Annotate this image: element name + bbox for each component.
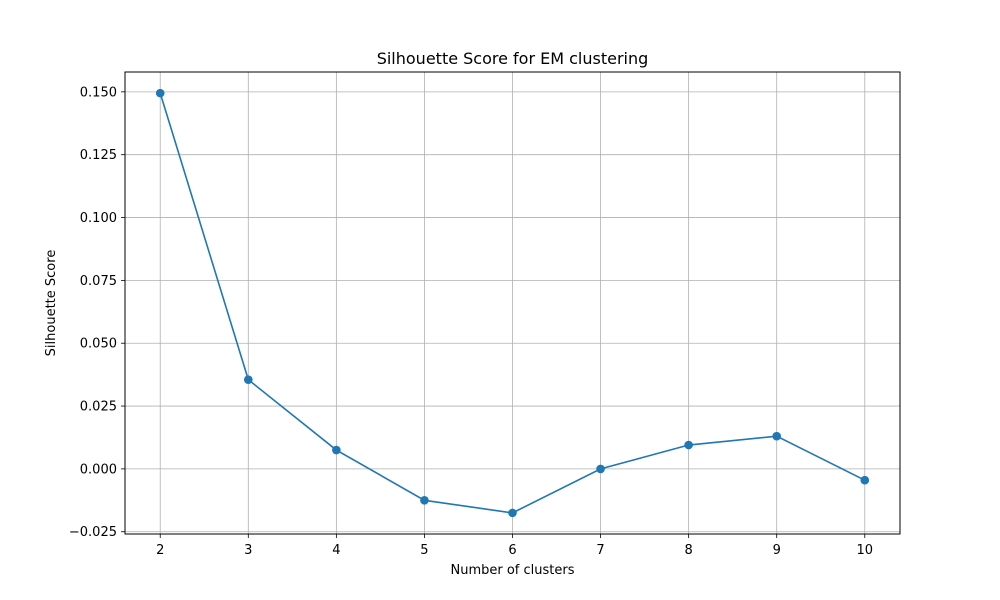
y-tick-label: 0.100	[80, 211, 117, 226]
y-tick-label: 0.000	[80, 462, 117, 477]
x-tick-label: 7	[596, 543, 604, 558]
x-tick-label: 9	[773, 543, 781, 558]
y-tick-label: 0.125	[80, 148, 117, 163]
y-tick-label: 0.025	[80, 400, 117, 415]
x-tick-label: 4	[332, 543, 340, 558]
x-tick-label: 8	[684, 543, 692, 558]
series	[155, 88, 870, 518]
data-point	[684, 440, 693, 450]
grid	[125, 72, 900, 534]
axis-ticks: 2 3 4 5 6 7 8 9 10 −0.025 0.000 0.025 0.050 0.075 0.10…	[69, 85, 873, 558]
chart-title: Silhouette Score for EM clustering	[377, 49, 649, 68]
x-tick-label: 6	[508, 543, 516, 558]
y-axis-title: Silhouette Score	[44, 250, 59, 357]
x-tick-label: 5	[420, 543, 428, 558]
y-tick-label: 0.050	[80, 337, 117, 352]
data-point	[332, 445, 341, 455]
data-point	[596, 464, 605, 474]
x-tick-label: 3	[244, 543, 252, 558]
x-tick-label: 2	[156, 543, 164, 558]
data-point	[420, 496, 429, 505]
data-point	[243, 375, 253, 384]
y-tick-label: −0.025	[69, 525, 117, 540]
x-axis-title: Number of clusters	[450, 563, 574, 578]
y-tick-label: 0.075	[80, 274, 117, 289]
data-point	[155, 88, 165, 98]
data-point	[508, 508, 517, 518]
x-tick-label: 10	[856, 543, 873, 558]
y-tick-label: 0.150	[80, 85, 117, 100]
data-point	[772, 431, 782, 441]
data-point	[860, 475, 870, 485]
